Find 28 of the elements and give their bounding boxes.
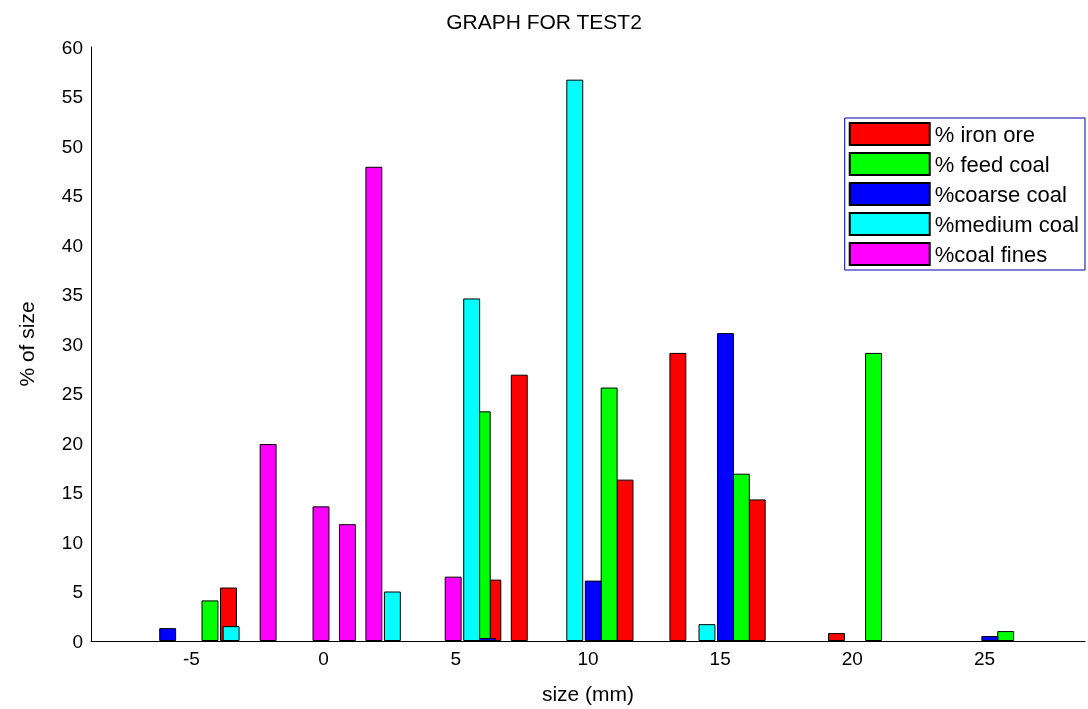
legend-label: % iron ore [934, 121, 1035, 147]
y-tick-label: 45 [61, 185, 83, 206]
legend-label: %medium coal [934, 211, 1079, 237]
y-tick-label: 40 [61, 234, 83, 256]
y-tick-label: 10 [61, 531, 83, 553]
chart-title: GRAPH FOR TEST2 [446, 10, 642, 33]
y-tick-label: 25 [61, 383, 83, 404]
y-tick-label: 60 [61, 36, 83, 58]
legend-label: % feed coal [934, 151, 1050, 177]
x-tick-label: 25 [973, 648, 996, 669]
x-axis-title: size (mm) [541, 682, 635, 705]
x-tick-label: 15 [709, 648, 731, 669]
x-tick-label: 5 [450, 648, 462, 669]
y-tick-label: 20 [61, 432, 83, 454]
y-tick-label: 15 [61, 482, 83, 503]
y-tick-label: 50 [61, 135, 83, 157]
x-tick-label: 10 [577, 648, 599, 669]
y-tick-label: 35 [61, 284, 83, 305]
legend-label: %coal fines [934, 241, 1048, 267]
y-axis-title: % of size [15, 301, 38, 387]
y-tick-label: 0 [72, 630, 83, 652]
x-tick-label: 0 [318, 648, 329, 669]
y-tick-label: 5 [72, 581, 83, 602]
y-tick-label: 30 [61, 333, 83, 355]
legend-label: %coarse coal [934, 181, 1067, 207]
x-tick-label: 20 [841, 648, 863, 669]
x-tick-label: -5 [183, 648, 200, 669]
y-tick-label: 55 [61, 86, 83, 107]
